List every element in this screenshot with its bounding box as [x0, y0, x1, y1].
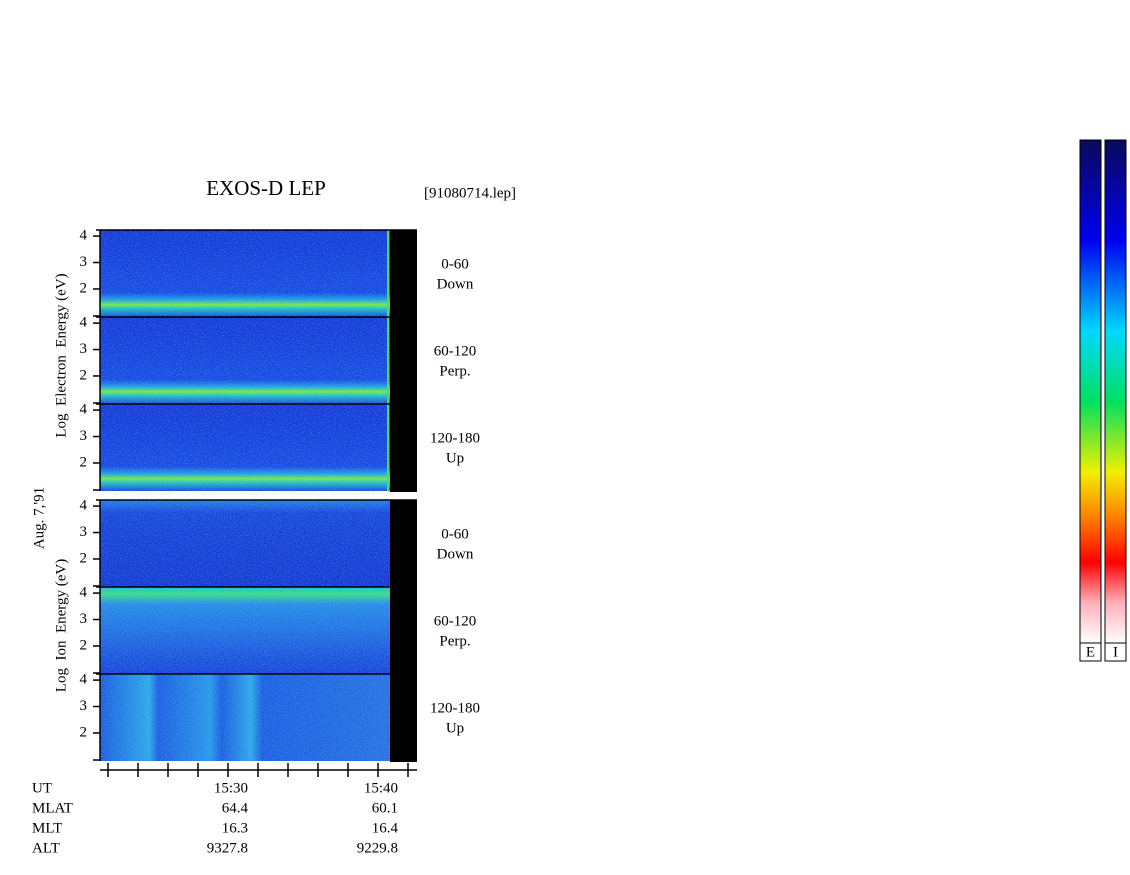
orbit-name: MLT [32, 820, 62, 836]
orbit-value: 16.3 [222, 820, 248, 836]
y-tick-label: 2 [80, 454, 88, 470]
color-bar-label-box [1079, 642, 1102, 662]
y-tick-label: 3 [80, 341, 88, 357]
spectrogram-noise [100, 587, 390, 674]
panel-direction: Perp. [439, 363, 470, 379]
panel-direction: Up [446, 450, 464, 466]
panel-angle: 0-60 [441, 526, 469, 542]
spectrogram-noise [100, 230, 390, 317]
panel-angle: 60-120 [434, 343, 477, 359]
y-axis-label: Log Electron Energy (eV) [53, 273, 69, 437]
orbit-value: 9229.8 [357, 840, 398, 856]
orbit-value: 9327.8 [207, 840, 248, 856]
y-tick-label: 3 [80, 611, 88, 627]
orbit-value: 15:30 [214, 780, 248, 796]
y-tick-label: 3 [80, 698, 88, 714]
y-tick-label: 2 [80, 550, 88, 566]
y-tick-label: 2 [80, 724, 88, 740]
spectrogram-noise [100, 674, 390, 761]
y-tick-label: 4 [80, 228, 88, 244]
panel-direction: Down [437, 276, 474, 292]
file-name: [91080714.lep] [424, 185, 516, 201]
orbit-value: 60.1 [372, 800, 398, 816]
y-tick-label: 3 [80, 254, 88, 270]
title: EXOS-D LEP [206, 176, 326, 200]
y-tick-label: 2 [80, 367, 88, 383]
spectrogram-noise [100, 317, 390, 404]
color-bar [1104, 139, 1127, 644]
y-tick-label: 4 [80, 402, 88, 418]
orbit-value: 64.4 [222, 800, 249, 816]
panel-angle: 120-180 [430, 430, 480, 446]
color-bar-label: I [1113, 644, 1118, 660]
panel-angle: 0-60 [441, 256, 469, 272]
date: Aug. 7,'91 [31, 487, 47, 549]
orbit-name: MLAT [32, 800, 73, 816]
orbit-name: ALT [32, 840, 60, 856]
panel-direction: Down [437, 546, 474, 562]
time-ticks [107, 763, 409, 777]
y-tick-label: 4 [80, 585, 88, 601]
y-tick-label: 2 [80, 637, 88, 653]
orbit-value: 16.4 [372, 820, 399, 836]
y-tick-label: 3 [80, 524, 88, 540]
orbit-value: 15:40 [364, 780, 398, 796]
y-tick-label: 3 [80, 428, 88, 444]
color-bar [1079, 139, 1102, 644]
instrument-gap [390, 500, 417, 762]
panel-direction: Perp. [439, 633, 470, 649]
color-bar-label-box [1104, 642, 1127, 662]
y-tick-label: 4 [80, 315, 88, 331]
spectrogram-noise [100, 404, 390, 491]
y-axis-label: Log Ion Energy (eV) [53, 559, 69, 692]
panel-direction: Up [446, 720, 464, 736]
panel-angle: 120-180 [430, 700, 480, 716]
panel-angle: 60-120 [434, 613, 477, 629]
y-tick-label: 4 [80, 672, 88, 688]
instrument-gap [390, 230, 417, 492]
orbit-name: UT [32, 780, 52, 796]
y-tick-label: 4 [80, 498, 88, 514]
spectrogram-noise [100, 500, 390, 587]
y-tick-label: 2 [80, 280, 88, 296]
color-bar-label: E [1086, 644, 1095, 660]
